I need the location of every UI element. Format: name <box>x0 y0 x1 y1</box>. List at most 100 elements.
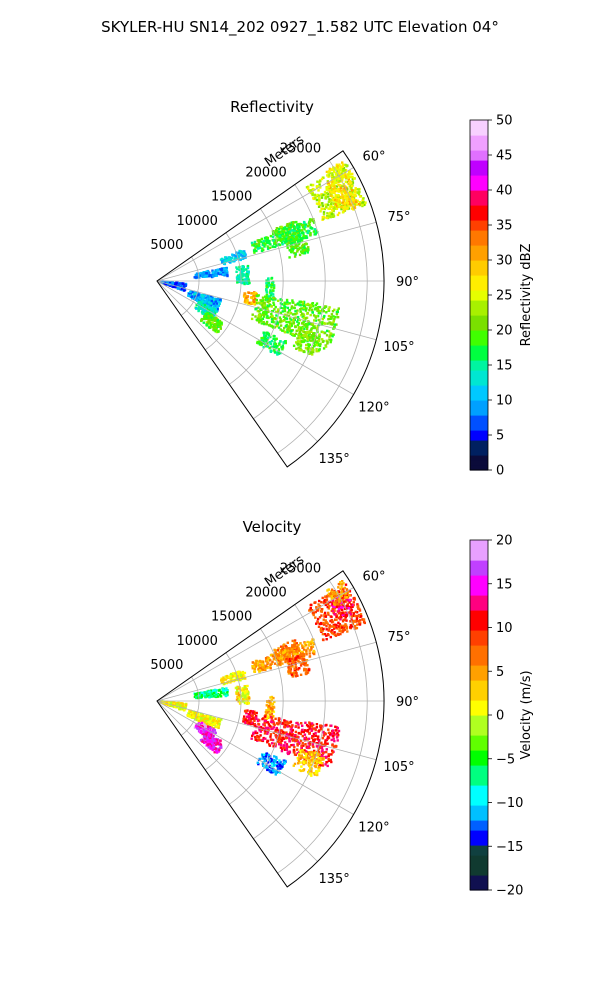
echo-gate <box>307 669 309 671</box>
echo-gate <box>269 664 271 666</box>
echo-gate <box>358 191 360 193</box>
echo-gate <box>310 189 312 191</box>
echo-gate <box>271 742 273 744</box>
echo-gate <box>346 626 348 628</box>
echo-gate <box>278 238 280 240</box>
echo-gate <box>197 294 199 296</box>
echo-gate <box>292 744 294 746</box>
echo-gate <box>303 658 305 660</box>
echo-gate <box>264 243 266 245</box>
echo-gate <box>272 236 274 238</box>
echo-gate <box>283 655 285 657</box>
echo-gate <box>310 184 312 186</box>
echo-gate <box>303 350 305 352</box>
echo-gate <box>317 603 319 605</box>
echo-gate <box>322 194 324 196</box>
echo-gate <box>311 311 313 313</box>
echo-gate <box>204 304 206 306</box>
echo-gate <box>210 302 212 304</box>
echo-gate <box>226 270 228 272</box>
echo-gate <box>328 186 330 188</box>
echo-gate <box>214 318 216 320</box>
echo-gate <box>214 722 216 724</box>
echo-gate <box>262 299 264 301</box>
echo-gate <box>329 593 331 595</box>
echo-gate <box>332 729 334 731</box>
echo-gate <box>330 339 332 341</box>
echo-gate <box>350 187 352 189</box>
echo-gate <box>345 165 347 167</box>
echo-gate <box>258 321 260 323</box>
echo-gate <box>291 325 293 327</box>
echo-gate <box>316 199 318 201</box>
echo-gate <box>269 243 271 245</box>
echo-gate <box>330 169 332 171</box>
echo-gate <box>299 236 301 238</box>
echo-gate <box>253 670 255 672</box>
echo-gate <box>265 279 267 281</box>
echo-gate <box>291 299 293 301</box>
echo-gate <box>202 298 204 300</box>
echo-gate <box>289 312 291 314</box>
echo-gate <box>286 299 288 301</box>
echo-gate <box>296 748 298 750</box>
echo-gate <box>317 307 319 309</box>
echo-gate <box>362 197 364 199</box>
echo-gate <box>274 317 276 319</box>
echo-gate <box>259 299 261 301</box>
echo-gate <box>296 337 298 339</box>
echo-gate <box>324 741 326 743</box>
echo-gate <box>294 313 296 315</box>
echo-gate <box>318 349 320 351</box>
echo-gate <box>308 721 310 723</box>
echo-gate <box>221 267 223 269</box>
echo-gate <box>259 247 261 249</box>
echo-gate <box>328 306 330 308</box>
echo-gate <box>234 674 236 676</box>
echo-gate <box>328 605 330 607</box>
echo-gate <box>362 201 364 203</box>
echo-gate <box>305 644 307 646</box>
colorbar-segment <box>470 310 488 316</box>
colorbar-segment <box>470 365 488 371</box>
echo-gate <box>303 328 305 330</box>
echo-gate <box>356 615 358 617</box>
echo-gate <box>322 216 324 218</box>
echo-gate <box>201 720 203 722</box>
echo-gate <box>267 708 269 710</box>
echo-gate <box>284 651 286 653</box>
echo-gate <box>225 687 227 689</box>
echo-gate <box>303 317 305 319</box>
echo-gate <box>238 275 240 277</box>
echo-gate <box>259 239 261 241</box>
echo-gate <box>271 340 273 342</box>
echo-gate <box>349 626 351 628</box>
echo-gate <box>205 696 207 698</box>
echo-gate <box>267 237 269 239</box>
echo-gate <box>283 227 285 229</box>
echo-gate <box>307 249 309 251</box>
colorbar-segment <box>470 215 488 221</box>
echo-gate <box>309 234 311 236</box>
echo-gate <box>297 723 299 725</box>
colorbar-tick-label: 50 <box>496 114 513 129</box>
colorbar-tick-label: 15 <box>496 359 513 374</box>
echo-gate <box>285 645 287 647</box>
echo-gate <box>202 301 204 303</box>
colorbar-segment <box>470 205 488 211</box>
echo-gate <box>213 692 215 694</box>
echo-gate <box>254 315 256 317</box>
colorbar-segment <box>470 260 488 266</box>
echo-gate <box>305 323 307 325</box>
echo-gate <box>350 603 352 605</box>
echo-gate <box>357 605 359 607</box>
colorbar-segment <box>470 135 488 141</box>
echo-gate <box>315 623 317 625</box>
echo-gate <box>318 206 320 208</box>
echo-gate <box>307 730 309 732</box>
echo-gate <box>296 646 298 648</box>
colorbar-segment <box>470 255 488 261</box>
echo-gate <box>328 755 330 757</box>
echo-gate <box>258 245 260 247</box>
echo-gate <box>279 652 281 654</box>
